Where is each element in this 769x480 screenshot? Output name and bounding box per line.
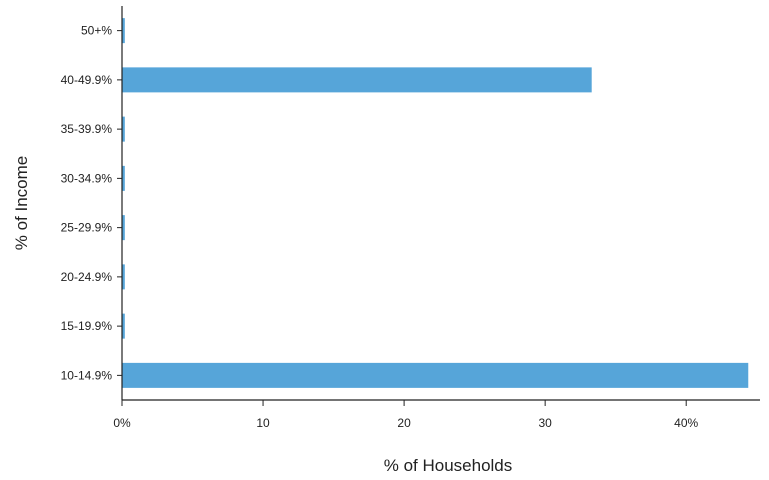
bar-30-34.9% [122,165,125,191]
y-tick-label: 15-19.9% [61,319,113,333]
x-tick-label: 30 [538,416,552,430]
y-axis-ticks: 10-14.9% 15-19.9% 20-24.9% 25-29.9% 30-34.9%… [61,24,122,382]
x-tick-label: 10 [256,416,270,430]
x-tick-label: 40% [674,416,698,430]
bar-35-39.9% [122,116,125,142]
bar-50+% [122,18,125,44]
y-tick-label: 40-49.9% [61,73,113,87]
x-axis-title: % of Households [384,456,513,475]
y-tick-label: 10-14.9% [61,368,113,382]
bars-group [122,18,749,388]
x-tick-label: 0% [113,416,131,430]
bar-20-24.9% [122,264,125,290]
y-tick-label: 25-29.9% [61,221,113,235]
y-axis-title: % of Income [12,156,31,251]
bar-15-19.9% [122,313,125,339]
y-tick-label: 50+% [81,24,112,38]
y-tick-label: 35-39.9% [61,122,113,136]
bar-25-29.9% [122,215,125,241]
y-tick-label: 20-24.9% [61,270,113,284]
x-axis-ticks: 0% 10 20 30 40% [113,400,699,430]
bar-10-14.9% [122,362,749,388]
y-tick-label: 30-34.9% [61,171,113,185]
bar-40-49.9% [122,67,592,93]
x-tick-label: 20 [397,416,411,430]
